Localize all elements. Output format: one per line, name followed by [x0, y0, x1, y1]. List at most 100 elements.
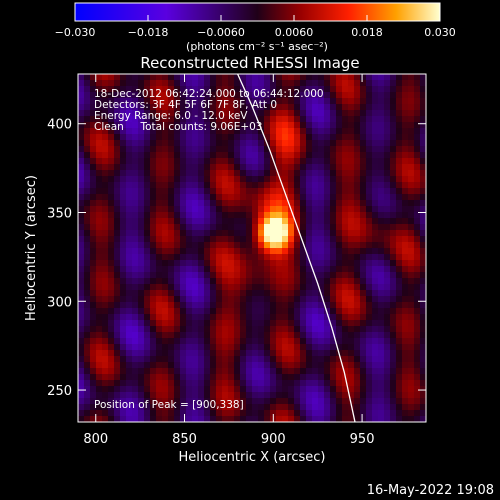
heatmap-cell: [126, 128, 133, 135]
heatmap-cell: [120, 188, 127, 195]
y-tick-label: 250: [47, 384, 72, 399]
heatmap-cell: [192, 188, 199, 195]
heatmap-cell: [288, 326, 295, 333]
heatmap-cell: [330, 326, 337, 333]
heatmap-cell: [186, 374, 193, 381]
heatmap-cell: [420, 74, 426, 81]
heatmap-cell: [84, 146, 91, 153]
heatmap-cell: [408, 344, 415, 351]
heatmap-cell: [330, 164, 337, 171]
heatmap-cell: [186, 272, 193, 279]
heatmap-cell: [318, 296, 325, 303]
heatmap-cell: [120, 236, 127, 243]
heatmap-cell: [120, 122, 127, 129]
heatmap-cell: [180, 242, 187, 249]
heatmap-cell: [90, 314, 97, 321]
heatmap-cell: [192, 80, 199, 87]
heatmap-cell: [396, 176, 403, 183]
heatmap-cell: [384, 200, 391, 207]
heatmap-cell: [366, 200, 373, 207]
heatmap-cell: [102, 266, 109, 273]
heatmap-cell: [282, 206, 289, 213]
heatmap-cell: [372, 308, 379, 315]
heatmap-cell: [342, 350, 349, 357]
heatmap-cell: [408, 134, 415, 141]
heatmap-cell: [270, 374, 277, 381]
heatmap-cell: [378, 362, 385, 369]
heatmap-cell: [306, 386, 313, 393]
heatmap-cell: [384, 236, 391, 243]
heatmap-cell: [174, 98, 181, 105]
heatmap-cell: [186, 350, 193, 357]
heatmap-cell: [96, 410, 103, 417]
heatmap-cell: [282, 242, 289, 249]
heatmap-cell: [360, 284, 367, 291]
heatmap-cell: [318, 368, 325, 375]
heatmap-cell: [240, 278, 247, 285]
heatmap-cell: [150, 248, 157, 255]
heatmap-cell: [162, 242, 169, 249]
heatmap-cell: [312, 416, 319, 422]
heatmap-cell: [420, 266, 426, 273]
heatmap-cell: [300, 314, 307, 321]
heatmap-cell: [282, 386, 289, 393]
heatmap-cell: [318, 182, 325, 189]
heatmap-cell: [252, 104, 259, 111]
heatmap-cell: [126, 260, 133, 267]
heatmap-cell: [132, 224, 139, 231]
heatmap-cell: [384, 272, 391, 279]
heatmap-cell: [342, 356, 349, 363]
heatmap-cell: [288, 80, 295, 87]
heatmap-cell: [90, 290, 97, 297]
heatmap-cell: [216, 218, 223, 225]
heatmap-cell: [108, 110, 115, 117]
heatmap-cell: [246, 86, 253, 93]
colorbar-tick-label: 0.0060: [275, 26, 314, 39]
heatmap-cell: [258, 332, 265, 339]
heatmap-cell: [222, 164, 229, 171]
heatmap-cell: [162, 236, 169, 243]
heatmap-cell: [336, 98, 343, 105]
heatmap-cell: [348, 278, 355, 285]
heatmap-cell: [378, 236, 385, 243]
heatmap-cell: [168, 80, 175, 87]
heatmap-cell: [204, 152, 211, 159]
heatmap-cell: [270, 188, 277, 195]
heatmap-cell: [252, 338, 259, 345]
heatmap-cell: [222, 362, 229, 369]
heatmap-cell: [240, 326, 247, 333]
heatmap-cell: [372, 218, 379, 225]
heatmap-cell: [372, 140, 379, 147]
heatmap-cell: [162, 212, 169, 219]
heatmap-cell: [234, 86, 241, 93]
heatmap-cell: [90, 398, 97, 405]
heatmap-cell: [102, 134, 109, 141]
heatmap-cell: [294, 206, 301, 213]
heatmap-cell: [312, 332, 319, 339]
heatmap-cell: [252, 146, 259, 153]
heatmap-cell: [288, 104, 295, 111]
heatmap-cell: [312, 152, 319, 159]
heatmap-cell: [414, 98, 421, 105]
heatmap-cell: [150, 398, 157, 405]
heatmap-cell: [180, 134, 187, 141]
heatmap-cell: [240, 260, 247, 267]
heatmap-cell: [150, 362, 157, 369]
heatmap-cell: [318, 176, 325, 183]
heatmap-cell: [294, 110, 301, 117]
heatmap-cell: [132, 116, 139, 123]
heatmap-cell: [306, 308, 313, 315]
heatmap-cell: [372, 410, 379, 417]
heatmap-cell: [234, 152, 241, 159]
heatmap-cell: [342, 404, 349, 411]
heatmap-cell: [240, 386, 247, 393]
heatmap-cell: [186, 404, 193, 411]
heatmap-cell: [84, 332, 91, 339]
heatmap-cell: [228, 146, 235, 153]
heatmap-cell: [282, 152, 289, 159]
heatmap-cell: [198, 128, 205, 135]
heatmap-cell: [276, 332, 283, 339]
heatmap-cell: [204, 140, 211, 147]
heatmap-cell: [84, 158, 91, 165]
heatmap-cell: [96, 152, 103, 159]
